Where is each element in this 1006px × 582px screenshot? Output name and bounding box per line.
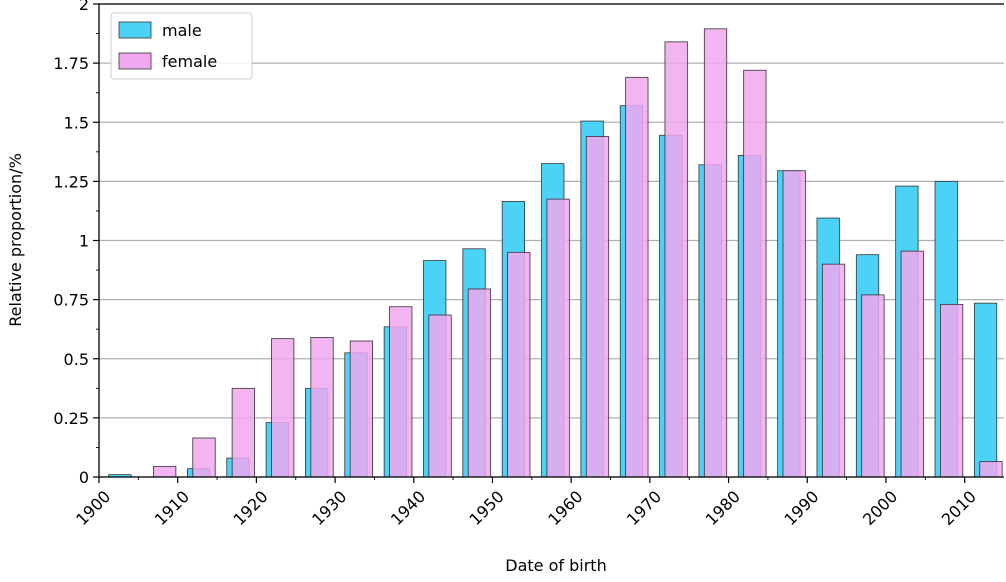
x-tick-label-1: 1910: [151, 487, 193, 529]
x-tick-label-8: 1980: [702, 487, 744, 529]
bar-female-1953: [507, 251, 531, 478]
y-tick-label-1: 0.25: [53, 409, 89, 428]
bar-female-1933: [349, 340, 374, 478]
bar-female-1968: [625, 76, 649, 478]
bar-female-1923: [271, 338, 295, 478]
bar-female-1973: [664, 41, 688, 478]
bar-female-1913: [192, 437, 216, 478]
x-axis-title: Date of birth: [505, 556, 606, 575]
bar-female-1948: [467, 288, 492, 478]
legend-swatch-female: [118, 52, 152, 70]
legend: male female: [110, 12, 253, 80]
y-tick-label-3: 0.75: [53, 291, 89, 310]
x-tick-label-9: 1990: [780, 487, 822, 529]
y-axis-title: Relative proportion/%: [6, 153, 25, 327]
x-tick-label-0: 1900: [72, 487, 114, 529]
y-tick-label-5: 1.25: [53, 172, 89, 191]
y-tick-label-8: 2: [79, 0, 89, 14]
bar-female-1943: [428, 314, 452, 478]
y-tick-label-0: 0: [79, 468, 89, 487]
bar-female-2013: [979, 461, 1003, 478]
bar-female-1998: [861, 294, 885, 478]
bar-female-1983: [743, 69, 767, 478]
bar-female-1938: [389, 306, 413, 478]
bar-female-1993: [821, 263, 846, 478]
y-tick-label-2: 0.5: [64, 350, 89, 369]
bar-female-1958: [546, 198, 570, 478]
bar-male-2013: [973, 302, 998, 478]
x-tick-label-7: 1970: [623, 487, 665, 529]
x-tick-label-6: 1960: [544, 487, 586, 529]
bar-female-1978: [703, 28, 728, 478]
y-tick-label-7: 1.75: [53, 54, 89, 73]
bar-female-2003: [900, 250, 924, 478]
y-tick-label-6: 1.5: [64, 113, 89, 132]
x-tick-label-4: 1940: [387, 487, 429, 529]
bars: [108, 28, 1003, 478]
y-tick-label-4: 1: [79, 232, 89, 251]
x-tick-label-3: 1930: [308, 487, 350, 529]
bar-female-1918: [231, 387, 255, 478]
bar-female-1963: [585, 136, 610, 478]
legend-label-female: female: [162, 52, 217, 71]
bar-female-1988: [782, 170, 806, 478]
x-tick-label-2: 1920: [229, 487, 271, 529]
bar-female-1908: [153, 465, 177, 478]
x-tick-label-10: 2000: [859, 487, 901, 529]
legend-swatch-male: [118, 21, 152, 39]
x-tick-label-5: 1950: [466, 487, 508, 529]
legend-label-male: male: [162, 21, 202, 40]
x-tick-label-11: 2010: [938, 487, 980, 529]
bar-female-1928: [310, 337, 334, 478]
bar-female-2008: [939, 303, 964, 478]
